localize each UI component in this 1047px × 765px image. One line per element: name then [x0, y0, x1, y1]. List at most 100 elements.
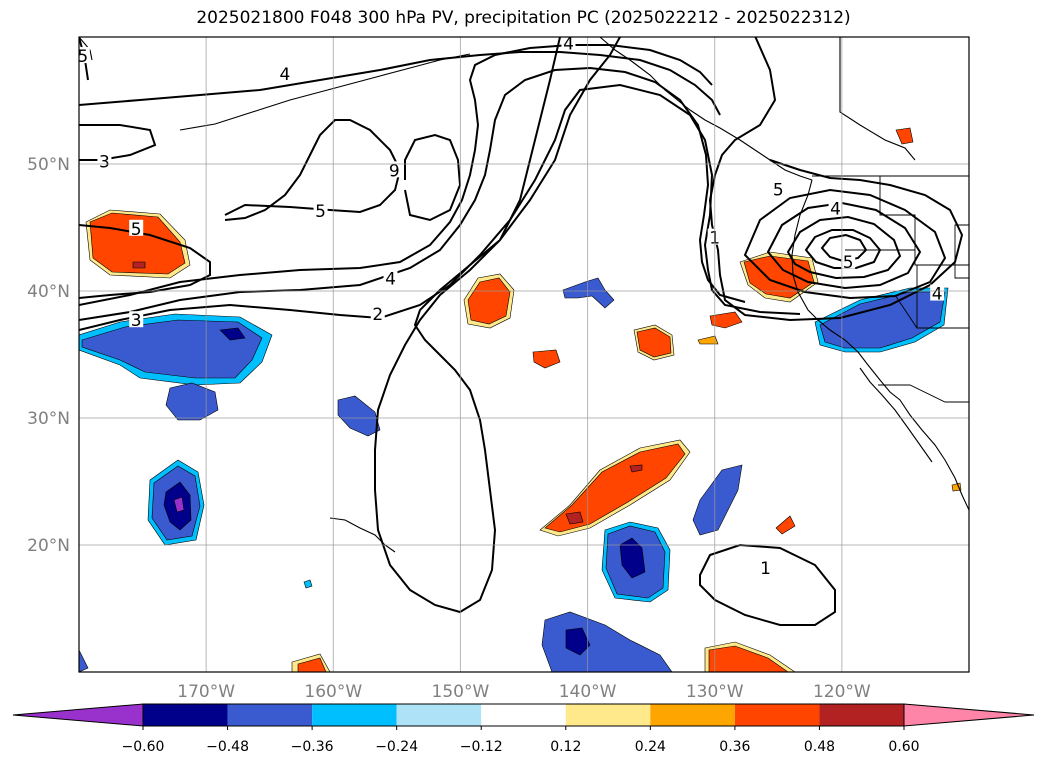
latitude-tick-labels: 20°N 30°N 40°N 50°N	[27, 155, 70, 556]
coastline-bc	[839, 37, 916, 161]
lon-tick-label: 150°W	[432, 682, 490, 702]
pv-contour-label: 4	[280, 65, 291, 85]
precip-blob	[81, 319, 263, 379]
colorbar-segment	[396, 704, 482, 726]
precip-blob	[629, 464, 643, 473]
graticule	[79, 37, 969, 672]
pv-contour-label: 5	[843, 253, 854, 273]
pv-label-bg	[561, 37, 576, 51]
coastline-baja	[859, 367, 933, 463]
border-states-1	[879, 176, 969, 266]
precip-blob	[79, 649, 89, 672]
colorbar-tick-label: 0.12	[550, 739, 581, 755]
precip-blob	[467, 277, 511, 325]
colorbar-segment	[312, 704, 397, 726]
coastline-kamchatka	[79, 37, 93, 61]
colorbar-extend-low	[12, 703, 144, 727]
pv-contour-5-loop	[224, 119, 402, 221]
pv-contour-label: 4	[385, 269, 396, 289]
colorbar-tick-label: −0.60	[122, 739, 165, 755]
pv-label-bg	[758, 558, 773, 575]
precip-blob	[565, 511, 584, 525]
coastlines	[79, 37, 969, 553]
coastline-hawaii	[329, 517, 396, 553]
colorbar-outline	[142, 703, 905, 727]
pv-label-bg	[79, 47, 90, 64]
colorbar-segment	[565, 704, 651, 726]
pv-label-bg	[930, 284, 945, 301]
pv-low-ring-5	[820, 233, 868, 263]
pv-contour-label: 4	[830, 199, 841, 219]
pv-contour-3-south	[79, 66, 746, 321]
lat-tick-label: 50°N	[27, 155, 70, 175]
precip-blob	[173, 496, 185, 513]
precip-blob	[709, 311, 743, 329]
pv-contour-2	[79, 83, 801, 331]
colorbar-tick-label: 0.48	[804, 739, 835, 755]
lon-tick-label: 120°W	[813, 682, 871, 702]
colorbar-tick-label: −0.12	[460, 739, 503, 755]
pv-low-ring-3	[786, 215, 902, 280]
pv-contour-label: 5	[315, 202, 326, 222]
pv-contour-label: 4	[932, 285, 943, 305]
pv-label-bg	[841, 252, 856, 269]
precip-blob	[565, 627, 591, 656]
pv-contour-label: 5	[77, 47, 88, 67]
colorbar-tick-label: 0.36	[719, 739, 750, 755]
precip-blob	[819, 291, 946, 349]
precip-blob	[619, 537, 646, 579]
colorbar-tick-label: −0.24	[375, 739, 418, 755]
pv-contour-1-trough	[374, 37, 621, 614]
precip-blob	[692, 464, 743, 536]
longitude-tick-labels: 170°W 160°W 150°W 140°W 130°W 120°W	[177, 682, 871, 702]
pv-low-ring-4	[804, 229, 882, 269]
pv-low-ring-2	[766, 201, 922, 290]
precip-blob	[544, 443, 686, 533]
colorbar-extend-high	[903, 703, 1035, 727]
precip-blob	[541, 611, 673, 672]
border-us-mexico	[878, 384, 969, 403]
precip-blob	[708, 645, 789, 672]
colorbar-segment	[143, 704, 228, 726]
pv-contour-south-loop	[699, 543, 836, 626]
lon-tick-label: 130°W	[686, 682, 744, 702]
precip-blob	[697, 335, 719, 345]
precip-blob	[895, 127, 914, 145]
pv-label-bg	[383, 269, 398, 286]
colorbar-segment	[734, 704, 820, 726]
pv-contour-4-west	[79, 51, 721, 116]
precip-blob	[165, 382, 219, 421]
pv-contour-1-main	[708, 37, 964, 322]
pv-label-bg	[370, 304, 385, 321]
precip-blob	[337, 395, 381, 437]
coastline-aleutians	[179, 53, 471, 131]
precip-blob	[562, 277, 615, 309]
pv-label-bg	[387, 161, 402, 178]
pv-contour-3-north	[79, 124, 157, 161]
precip-positive-anomalies	[85, 127, 962, 672]
lat-tick-label: 30°N	[27, 409, 70, 429]
map-frame	[78, 36, 970, 673]
lon-tick-label: 160°W	[304, 682, 362, 702]
pv-contour-label: 3	[131, 311, 142, 331]
lon-tick-label: 170°W	[177, 682, 235, 702]
colorbar-tick-label: −0.48	[206, 739, 249, 755]
pv-contour-label: 2	[372, 305, 383, 325]
precip-blob	[636, 327, 672, 358]
pv-contour-6-loop	[404, 133, 462, 222]
precip-blob	[132, 261, 146, 269]
political-borders	[812, 175, 969, 403]
pv-label-bg	[828, 199, 843, 216]
colorbar-segment	[650, 704, 735, 726]
pv-contour-label: 1	[760, 559, 771, 579]
pv-contour-label: 5	[773, 180, 784, 200]
lat-tick-label: 40°N	[27, 282, 70, 302]
coastline-alaska	[599, 37, 813, 181]
colorbar-tick-label: −0.36	[291, 739, 334, 755]
precip-blob	[297, 657, 327, 672]
precip-blob	[219, 327, 246, 341]
colorbar-tick-label: 0.60	[888, 739, 919, 755]
pv-label-bg	[277, 64, 292, 81]
